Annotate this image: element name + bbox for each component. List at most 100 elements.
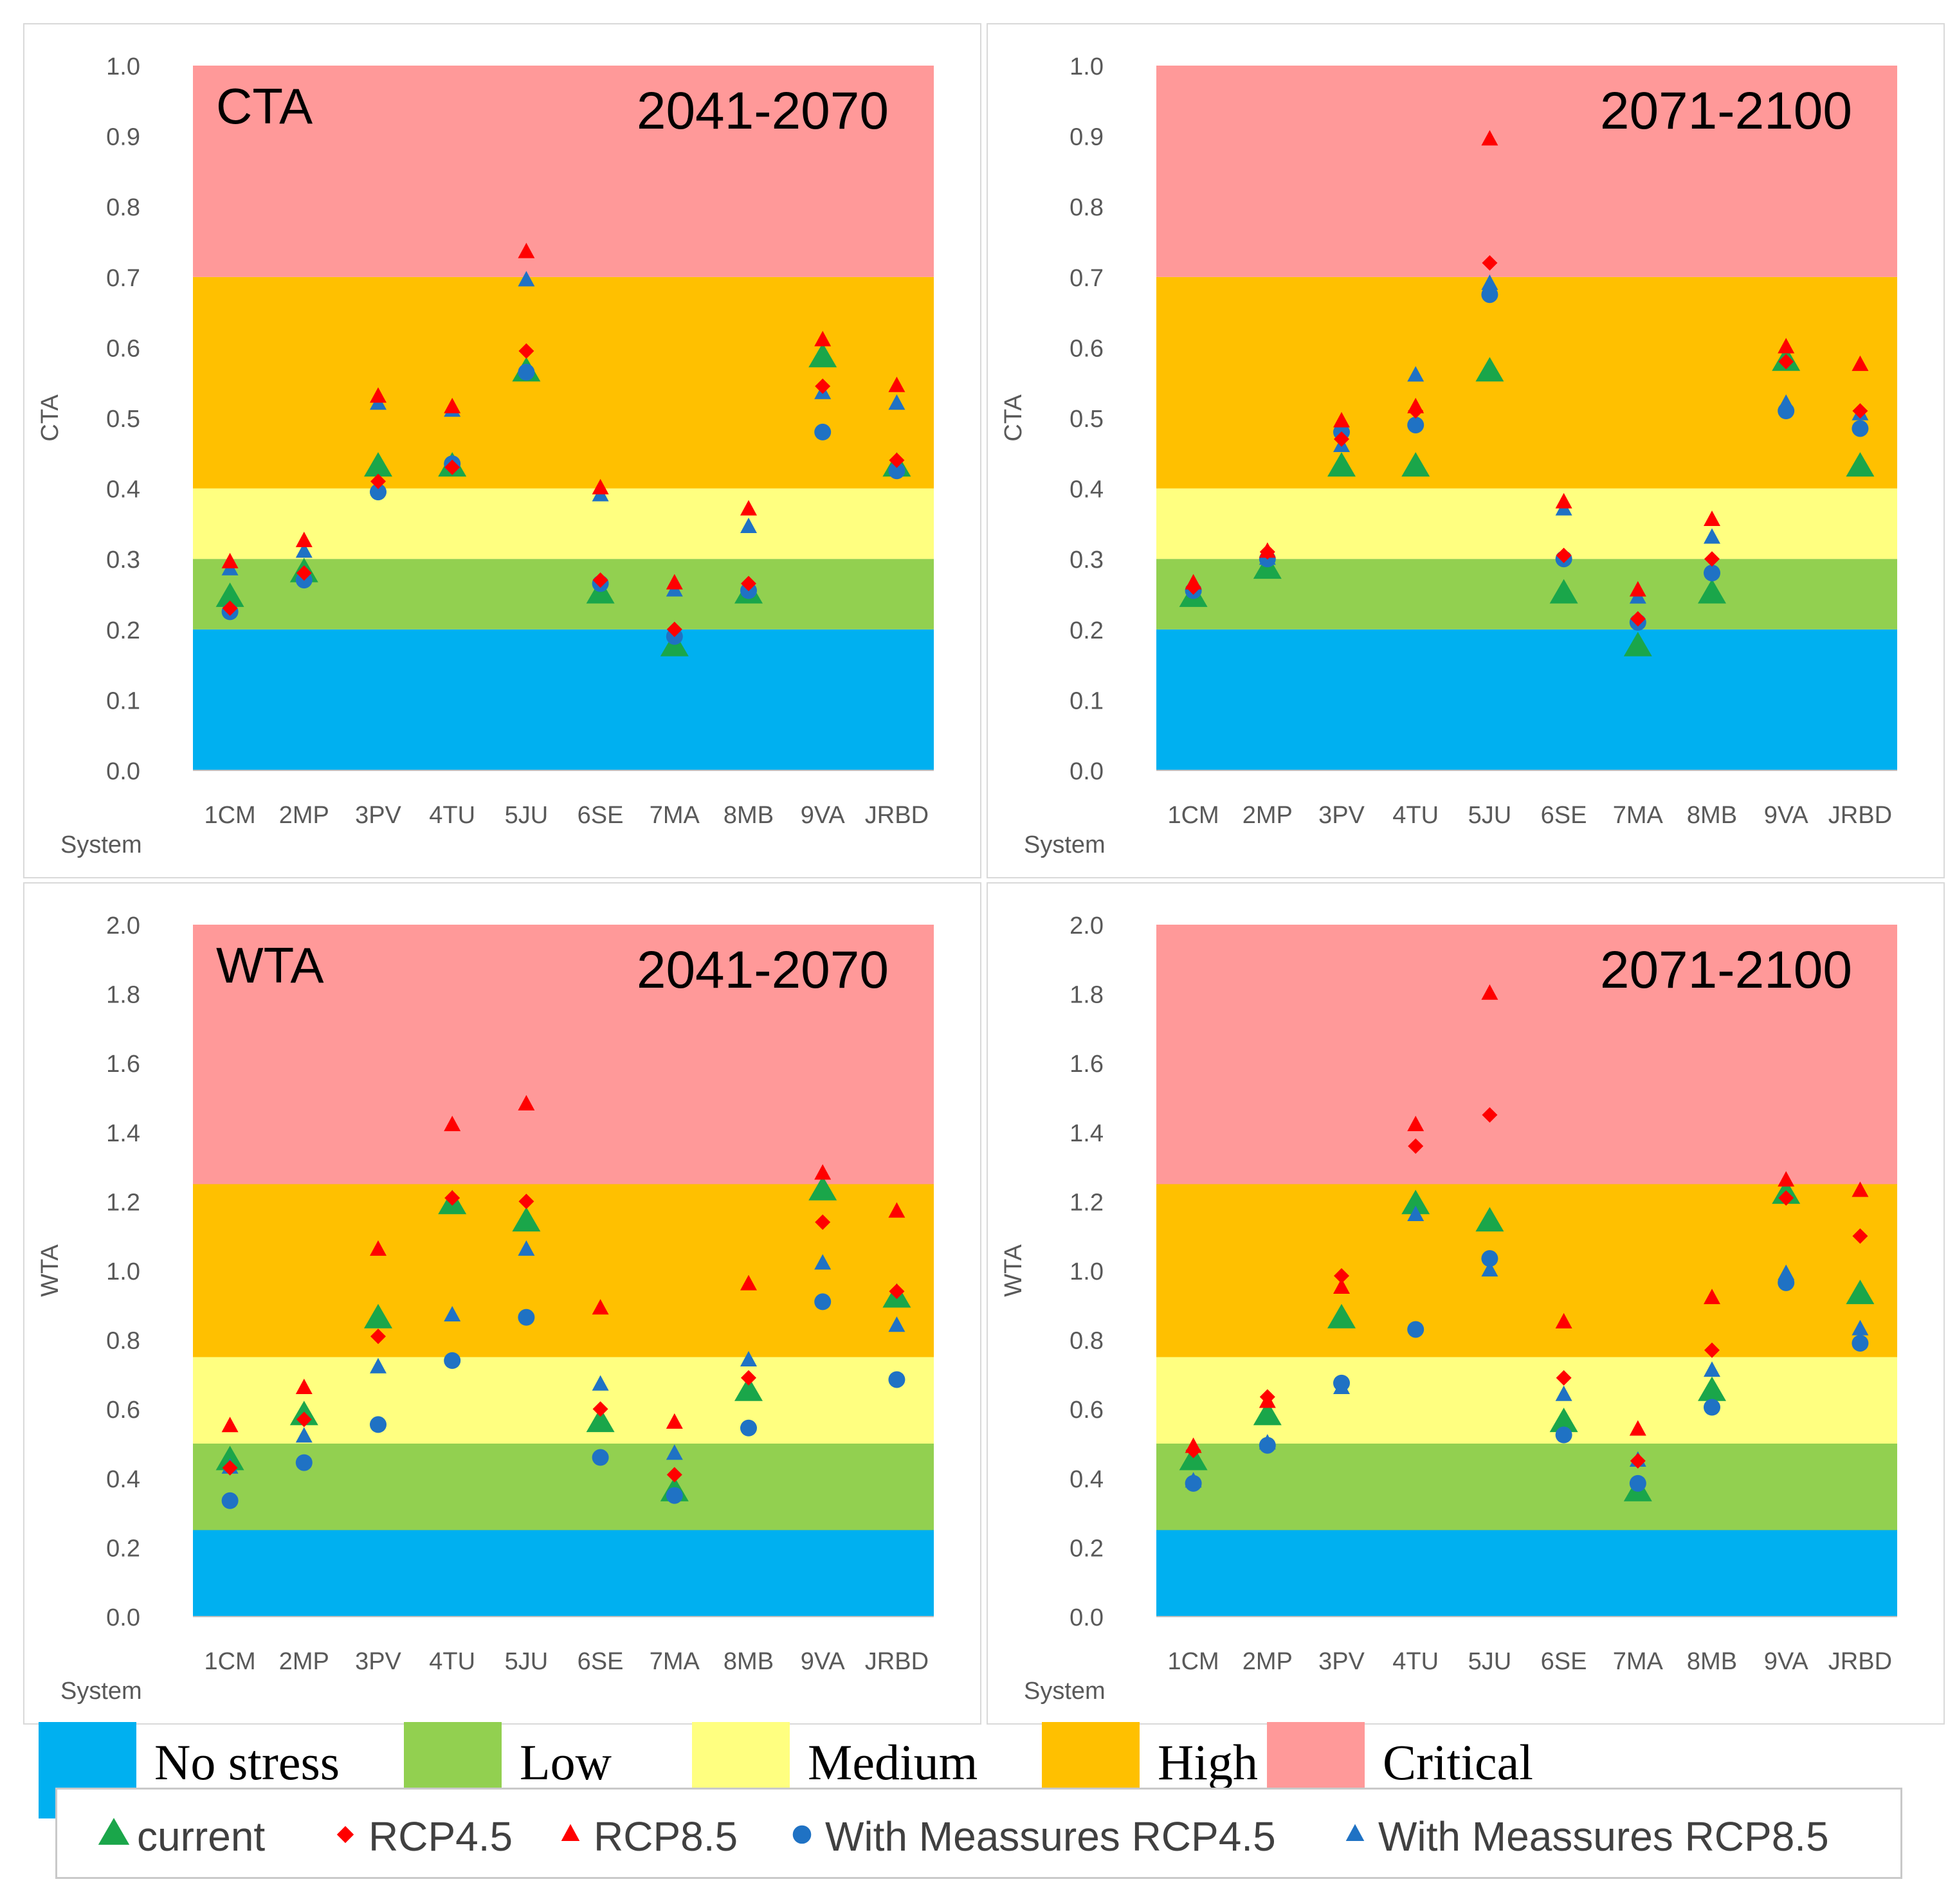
y-tick-label: 0.2: [106, 1535, 140, 1562]
y-tick-label: 1.4: [1070, 1120, 1104, 1147]
data-point-rcp45: [222, 600, 238, 616]
data-point-rcp85: [1778, 1171, 1795, 1187]
x-tick-label: 5JU: [505, 1648, 549, 1675]
x-tick-label: 9VA: [1764, 802, 1809, 829]
stress-band-no-stress: [1156, 1530, 1897, 1617]
data-point-current: [808, 343, 837, 368]
data-point-rcp45: [1852, 1228, 1868, 1244]
x-tick-label: 8MB: [724, 802, 774, 829]
x-tick-label: 6SE: [578, 1648, 624, 1675]
x-tick-label: JRBD: [865, 802, 929, 829]
data-point-wm45: [1852, 1334, 1869, 1352]
data-point-current: [215, 1446, 244, 1471]
y-axis-label: CTA: [1000, 394, 1027, 442]
legend-marker-shape: [561, 1824, 580, 1842]
data-point-current: [808, 1175, 837, 1201]
data-point-wm45: [295, 1454, 313, 1471]
y-tick-label: 0.4: [1070, 476, 1104, 503]
data-point-rcp45: [444, 1190, 460, 1206]
data-point-wm85: [518, 1240, 535, 1256]
data-point-rcp85: [888, 1202, 906, 1218]
data-point-rcp45: [1556, 1370, 1572, 1386]
data-point-rcp85: [295, 1379, 313, 1395]
data-point-current: [1549, 1408, 1578, 1433]
data-point-wm85: [592, 1375, 609, 1391]
data-point-rcp85: [888, 376, 906, 392]
data-point-rcp85: [740, 500, 757, 516]
x-tick-label: 4TU: [429, 1648, 475, 1675]
data-point-rcp85: [814, 331, 832, 347]
data-point-wm85: [814, 1254, 832, 1270]
x-tick-label: 8MB: [1687, 802, 1737, 829]
data-point-rcp85: [814, 1164, 832, 1180]
y-tick-label: 1.4: [106, 1120, 140, 1147]
data-point-rcp85: [1259, 542, 1276, 558]
data-point-wm85: [1555, 1385, 1572, 1401]
y-axis-label: CTA: [37, 394, 64, 442]
data-point-rcp85: [518, 242, 535, 258]
y-tick-label: 1.2: [1070, 1189, 1104, 1216]
y-tick-label: 1.6: [106, 1051, 140, 1078]
data-point-wm85: [444, 1306, 461, 1322]
data-point-rcp85: [1704, 511, 1720, 527]
legend-label-medium: Medium: [808, 1734, 978, 1790]
data-point-rcp85: [1852, 1181, 1869, 1197]
y-tick-label: 0.3: [1070, 547, 1104, 574]
chart-index-label: CTA: [216, 78, 313, 134]
x-tick-label: 3PV: [355, 1648, 401, 1675]
data-point-rcp85: [1852, 355, 1869, 371]
data-point-wm85: [1407, 1206, 1425, 1222]
data-point-rcp85: [666, 574, 683, 590]
data-point-rcp85: [370, 1240, 387, 1256]
x-tick-label: 6SE: [1541, 1648, 1587, 1675]
x-tick-label: 1CM: [1167, 802, 1219, 829]
x-tick-label: 3PV: [1318, 802, 1365, 829]
x-axis-label: System: [60, 1678, 142, 1705]
data-point-wm85: [666, 1444, 683, 1460]
data-point-rcp45: [666, 1467, 682, 1483]
data-point-rcp85: [666, 1413, 683, 1429]
data-point-current: [1846, 452, 1875, 477]
data-point-rcp85: [1778, 338, 1795, 354]
x-tick-label: 5JU: [505, 802, 549, 829]
data-point-rcp85: [518, 1094, 535, 1111]
x-tick-label: 2MP: [1242, 1648, 1293, 1675]
legend-marker-shape: [336, 1826, 354, 1844]
data-point-wm45: [1555, 1426, 1572, 1444]
x-tick-label: 3PV: [355, 802, 401, 829]
stress-band-low: [1156, 559, 1897, 630]
legend-series-rcp45-label: RCP4.5: [369, 1813, 513, 1860]
stress-band-critical: [193, 925, 934, 1184]
data-point-rcp45: [296, 1411, 312, 1428]
chart-index-label: WTA: [216, 937, 324, 993]
data-point-rcp45: [1334, 431, 1349, 447]
y-tick-label: 0.6: [106, 335, 140, 362]
data-point-current: [1698, 579, 1726, 604]
data-point-wm45: [666, 1487, 683, 1504]
stress-band-low: [1156, 1444, 1897, 1530]
stress-band-critical: [1156, 925, 1897, 1184]
data-point-rcp45: [1556, 547, 1572, 563]
data-point-current: [1698, 1376, 1726, 1401]
data-point-wm85: [1333, 1379, 1350, 1395]
stress-band-no-stress: [193, 629, 934, 770]
data-point-rcp45: [741, 576, 756, 592]
data-point-wm45: [888, 1371, 906, 1388]
y-tick-label: 0.8: [106, 194, 140, 221]
legend-label-critical: Critical: [1383, 1734, 1533, 1790]
chart-wta-2041: 0.0 0.2 0.4 0.6 0.8 1.0 1.2 1.4 1.6 1.8 2.0 1CM 2MP 3…: [37, 912, 934, 1705]
data-point-rcp45: [1852, 403, 1868, 419]
x-axis-label: System: [1024, 831, 1106, 858]
data-point-wm45: [592, 1449, 609, 1466]
y-tick-label: 0.0: [106, 758, 140, 785]
data-point-rcp45: [296, 565, 312, 581]
data-point-rcp45: [815, 378, 831, 394]
data-point-wm85: [888, 1316, 906, 1332]
data-point-rcp85: [444, 397, 461, 413]
data-point-wm85: [740, 1351, 757, 1366]
data-point-rcp45: [889, 1283, 905, 1300]
data-point-rcp85: [1555, 1312, 1572, 1328]
x-tick-label: 5JU: [1468, 802, 1512, 829]
x-tick-label: 6SE: [1541, 802, 1587, 829]
y-tick-label: 0.8: [106, 1328, 140, 1355]
